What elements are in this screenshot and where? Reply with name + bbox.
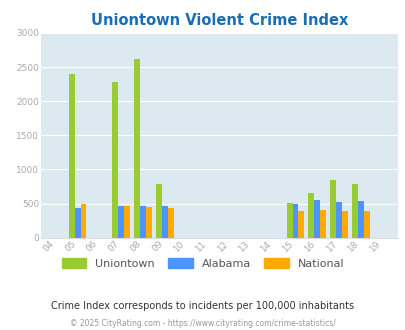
Bar — [75, 208, 80, 238]
Text: © 2025 CityRating.com - https://www.cityrating.com/crime-statistics/: © 2025 CityRating.com - https://www.city… — [70, 319, 335, 328]
Bar — [298, 211, 304, 238]
Title: Uniontown Violent Crime Index: Uniontown Violent Crime Index — [90, 13, 347, 28]
Bar — [134, 59, 140, 238]
Bar — [313, 200, 320, 238]
Bar — [68, 74, 75, 238]
Bar — [320, 210, 325, 238]
Legend: Uniontown, Alabama, National: Uniontown, Alabama, National — [58, 253, 347, 273]
Bar — [167, 208, 173, 238]
Text: Crime Index corresponds to incidents per 100,000 inhabitants: Crime Index corresponds to incidents per… — [51, 301, 354, 311]
Bar — [341, 211, 347, 238]
Bar — [351, 184, 357, 238]
Bar — [363, 211, 369, 238]
Bar — [124, 206, 130, 238]
Bar — [145, 207, 151, 238]
Bar — [80, 204, 86, 238]
Bar — [156, 184, 162, 238]
Bar — [329, 180, 335, 238]
Bar — [335, 202, 341, 238]
Bar — [286, 203, 292, 238]
Bar — [112, 82, 118, 238]
Bar — [162, 206, 167, 238]
Bar — [140, 206, 145, 238]
Bar — [308, 193, 313, 238]
Bar — [357, 201, 363, 238]
Bar — [292, 204, 298, 238]
Bar — [118, 206, 124, 238]
